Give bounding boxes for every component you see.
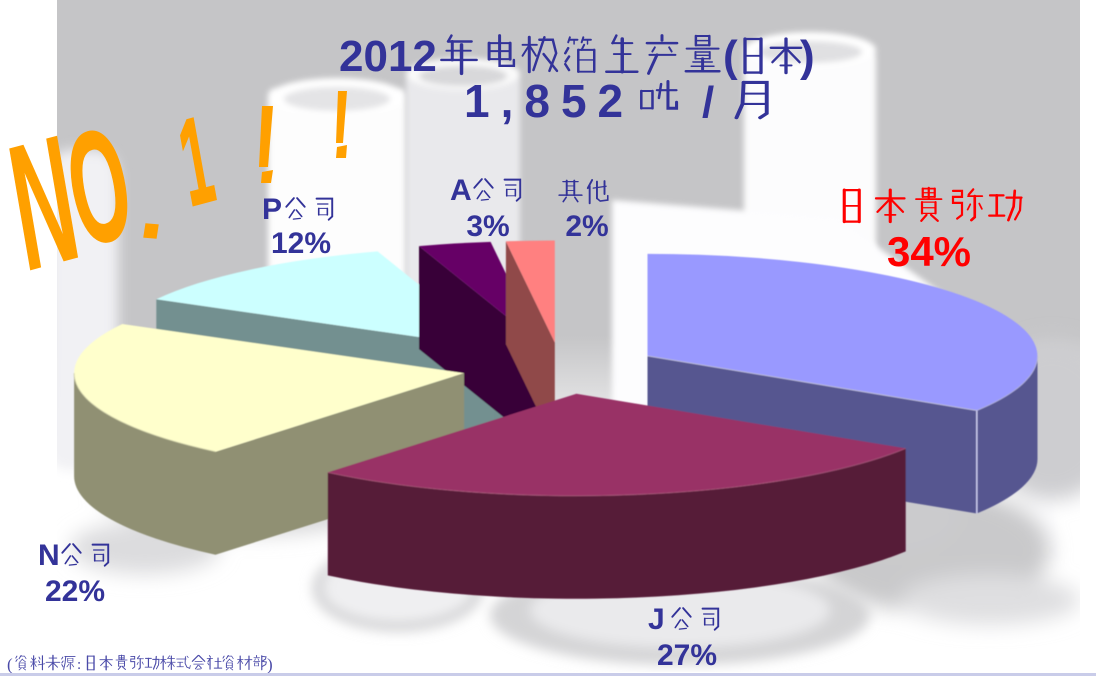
svg-text:27%: 27%: [657, 639, 717, 672]
svg-text:(: (: [723, 32, 738, 81]
svg-text:3%: 3%: [466, 210, 509, 243]
svg-text:/: /: [702, 78, 714, 127]
svg-text:2%: 2%: [565, 210, 608, 243]
svg-text:(: (: [7, 655, 13, 674]
svg-text:N: N: [38, 539, 60, 572]
svg-text:P: P: [262, 193, 282, 226]
svg-text::: :: [77, 657, 81, 673]
svg-text:A: A: [450, 174, 472, 207]
svg-text:22%: 22%: [45, 575, 105, 608]
svg-text:12%: 12%: [271, 227, 331, 260]
svg-text:): ): [800, 32, 815, 81]
svg-text:): ): [267, 655, 273, 674]
svg-text:1,852: 1,852: [464, 75, 634, 127]
svg-text:2012: 2012: [339, 32, 437, 81]
svg-text:34%: 34%: [887, 228, 971, 275]
svg-text:J: J: [648, 603, 665, 636]
